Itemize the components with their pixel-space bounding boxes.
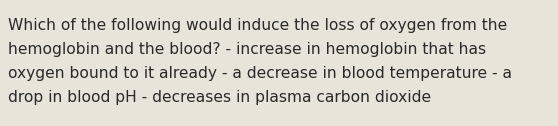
Text: Which of the following would induce the loss of oxygen from the: Which of the following would induce the … — [8, 18, 507, 33]
Text: oxygen bound to it already - a decrease in blood temperature - a: oxygen bound to it already - a decrease … — [8, 66, 512, 81]
Text: drop in blood pH - decreases in plasma carbon dioxide: drop in blood pH - decreases in plasma c… — [8, 90, 431, 105]
Text: hemoglobin and the blood? - increase in hemoglobin that has: hemoglobin and the blood? - increase in … — [8, 42, 486, 57]
